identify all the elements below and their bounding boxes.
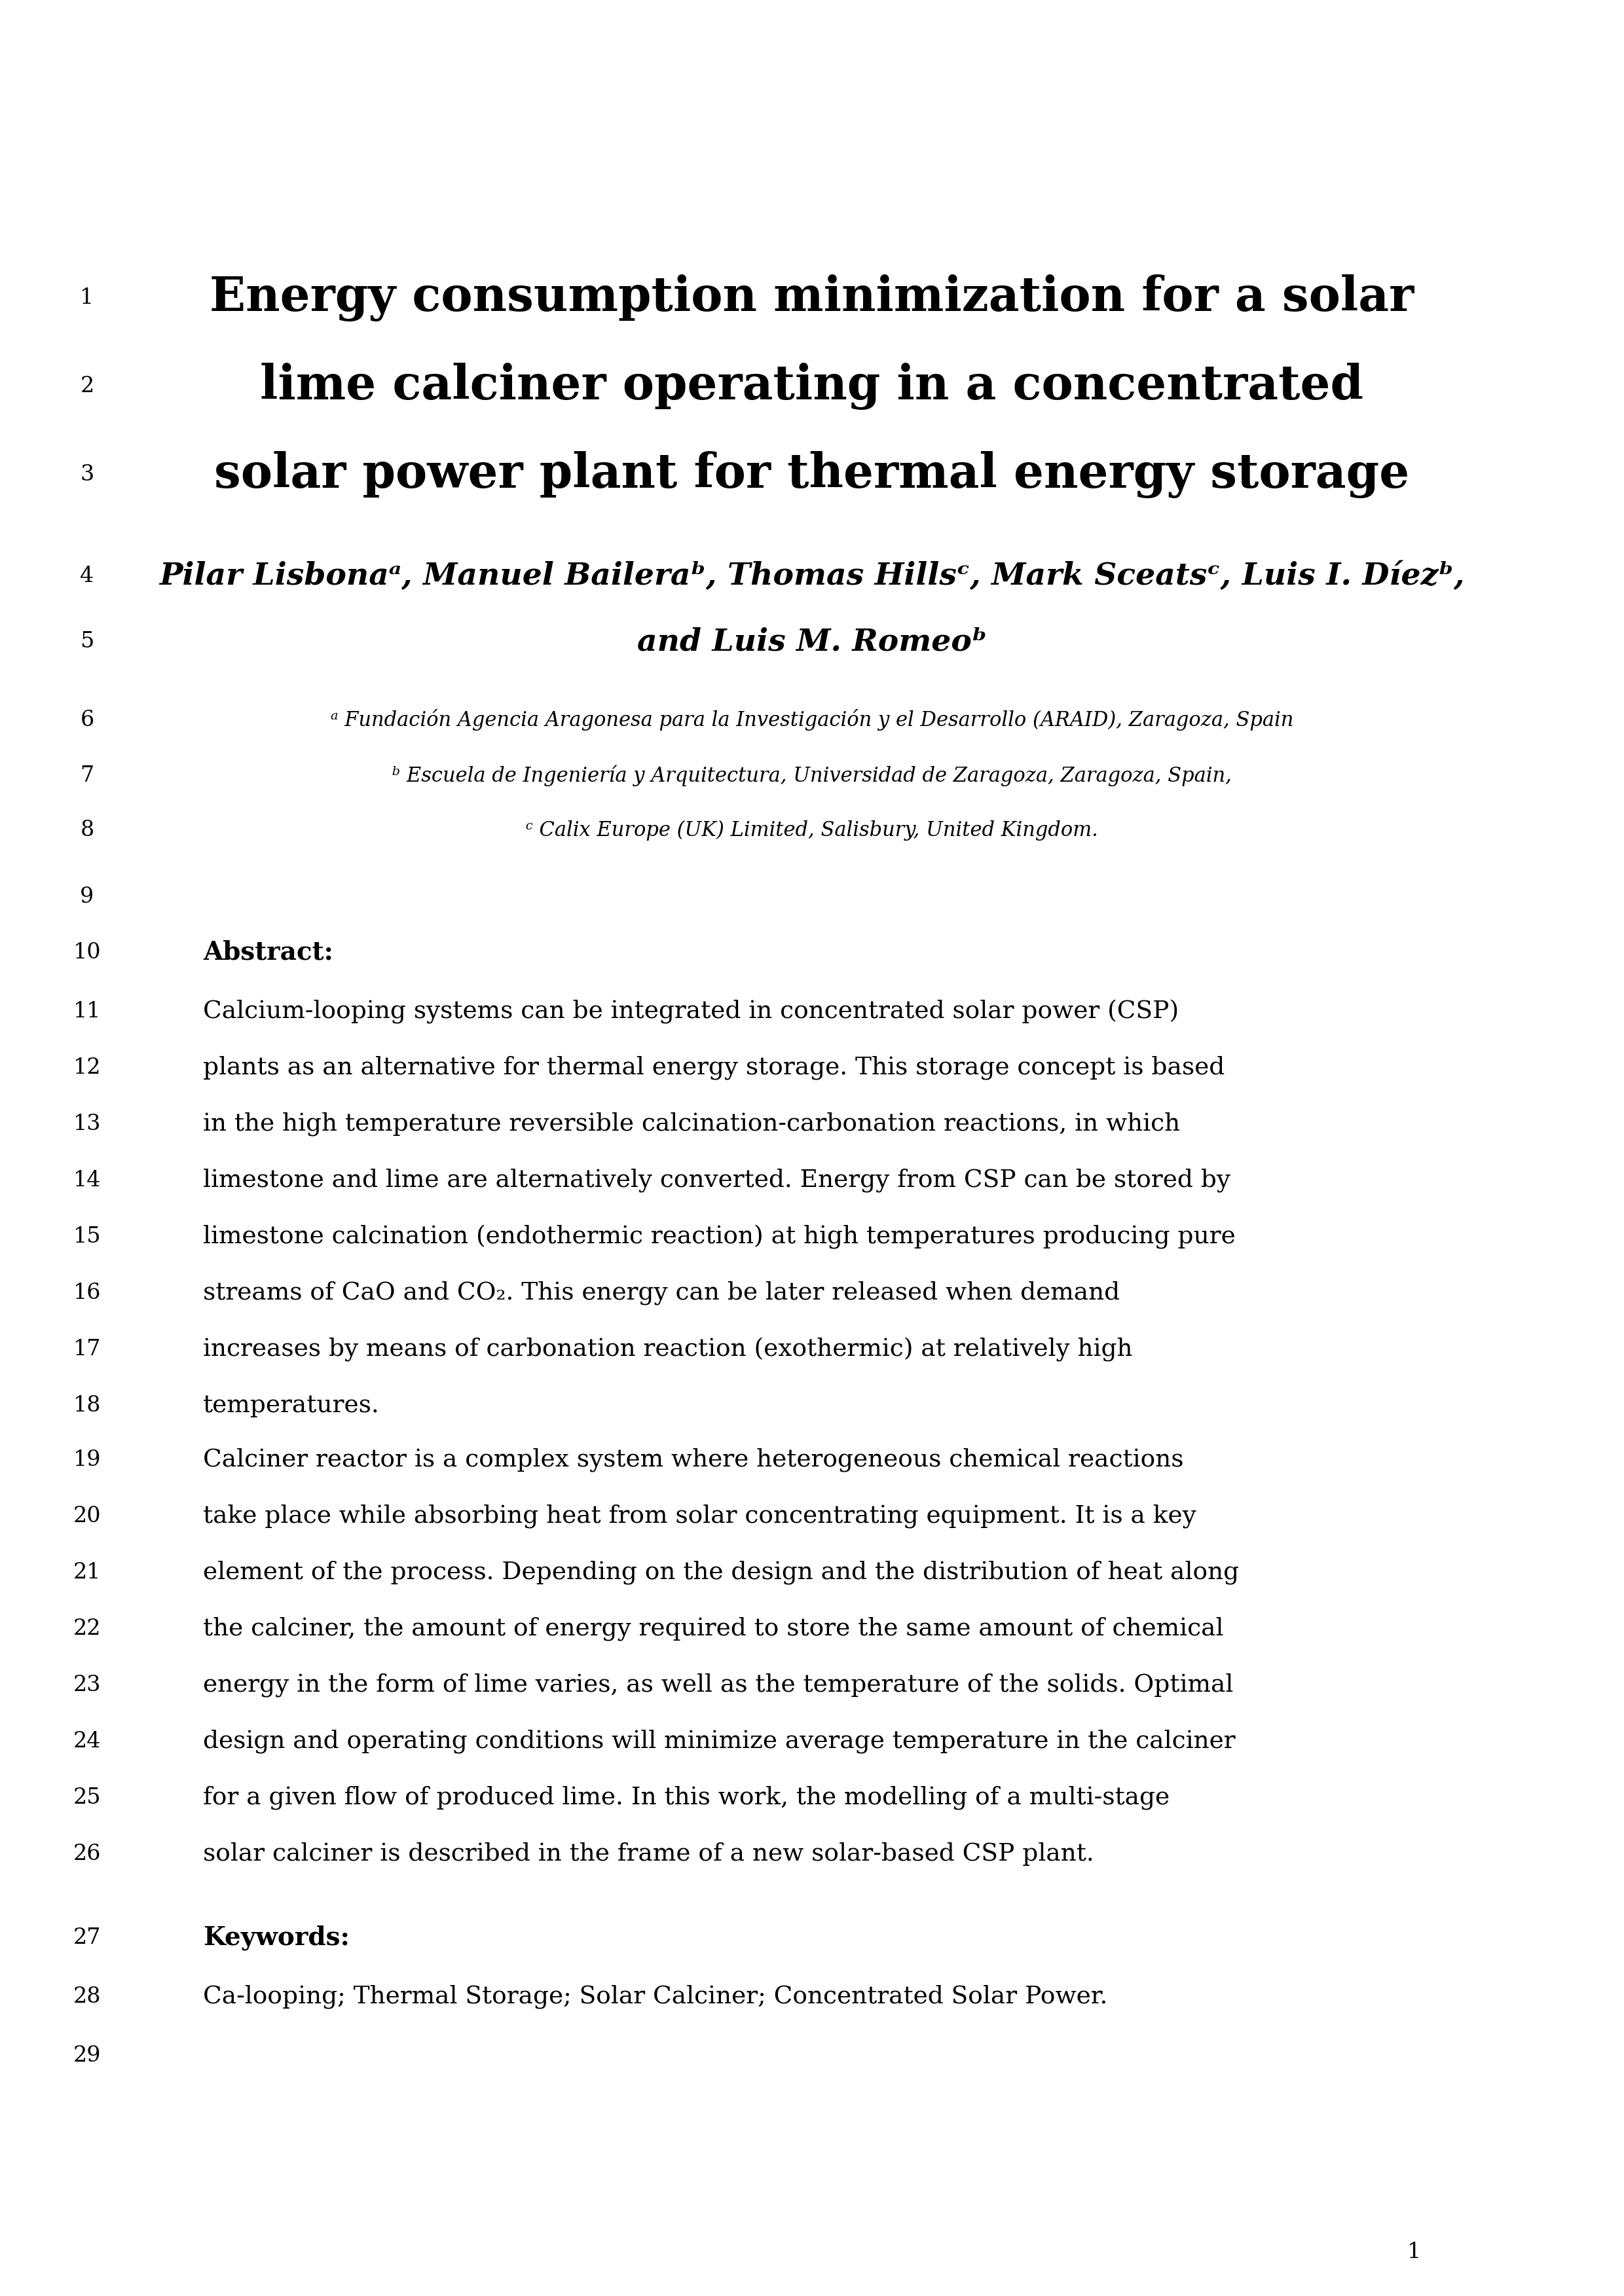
Text: increases by means of carbonation reaction (exothermic) at relatively high: increases by means of carbonation reacti… xyxy=(203,1336,1132,1362)
Text: 18: 18 xyxy=(73,1396,101,1417)
Text: 7: 7 xyxy=(80,765,94,785)
Text: 9: 9 xyxy=(80,886,94,907)
Text: 29: 29 xyxy=(73,2046,101,2066)
Text: 17: 17 xyxy=(73,1339,101,1359)
Text: 1: 1 xyxy=(80,287,94,308)
Text: Abstract:: Abstract: xyxy=(203,939,333,964)
Text: element of the process. Depending on the design and the distribution of heat alo: element of the process. Depending on the… xyxy=(203,1561,1239,1584)
Text: the calciner, the amount of energy required to store the same amount of chemical: the calciner, the amount of energy requi… xyxy=(203,1616,1223,1642)
Text: 13: 13 xyxy=(73,1114,101,1134)
Text: 28: 28 xyxy=(73,1986,101,2007)
Text: ᵃ Fundación Agencia Aragonesa para la Investigación y el Desarrollo (ARAID), Zar: ᵃ Fundación Agencia Aragonesa para la In… xyxy=(331,709,1293,730)
Text: limestone and lime are alternatively converted. Energy from CSP can be stored by: limestone and lime are alternatively con… xyxy=(203,1169,1231,1192)
Text: 15: 15 xyxy=(73,1226,101,1247)
Text: 4: 4 xyxy=(80,565,94,585)
Text: streams of CaO and CO₂. This energy can be later released when demand: streams of CaO and CO₂. This energy can … xyxy=(203,1281,1121,1304)
Text: 3: 3 xyxy=(80,464,94,484)
Text: 2: 2 xyxy=(80,377,94,397)
Text: 1: 1 xyxy=(1406,2241,1421,2262)
Text: 10: 10 xyxy=(73,941,101,962)
Text: 21: 21 xyxy=(73,1561,101,1582)
Text: ᶜ Calix Europe (UK) Limited, Salisbury, United Kingdom.: ᶜ Calix Europe (UK) Limited, Salisbury, … xyxy=(526,820,1098,840)
Text: 25: 25 xyxy=(73,1786,101,1809)
Text: solar calciner is described in the frame of a new solar-based CSP plant.: solar calciner is described in the frame… xyxy=(203,1841,1095,1867)
Text: ᵇ Escuela de Ingeniería y Arquitectura, Universidad de Zaragoza, Zaragoza, Spain: ᵇ Escuela de Ingeniería y Arquitectura, … xyxy=(393,765,1231,788)
Text: 23: 23 xyxy=(73,1674,101,1697)
Text: energy in the form of lime varies, as well as the temperature of the solids. Opt: energy in the form of lime varies, as we… xyxy=(203,1674,1233,1697)
Text: 22: 22 xyxy=(73,1619,101,1639)
Text: Calciner reactor is a complex system where heterogeneous chemical reactions: Calciner reactor is a complex system whe… xyxy=(203,1449,1184,1472)
Text: and Luis M. Romeoᵇ: and Luis M. Romeoᵇ xyxy=(637,627,987,657)
Text: for a given flow of produced lime. In this work, the modelling of a multi-stage: for a given flow of produced lime. In th… xyxy=(203,1786,1169,1809)
Text: Ca-looping; Thermal Storage; Solar Calciner; Concentrated Solar Power.: Ca-looping; Thermal Storage; Solar Calci… xyxy=(203,1984,1108,2009)
Text: Keywords:: Keywords: xyxy=(203,1926,349,1952)
Text: 5: 5 xyxy=(80,631,94,652)
Text: take place while absorbing heat from solar concentrating equipment. It is a key: take place while absorbing heat from sol… xyxy=(203,1504,1197,1529)
Text: 12: 12 xyxy=(73,1058,101,1079)
Text: in the high temperature reversible calcination-carbonation reactions, in which: in the high temperature reversible calci… xyxy=(203,1111,1181,1137)
Text: Pilar Lisbonaᵃ, Manuel Baileraᵇ, Thomas Hillsᶜ, Mark Sceatsᶜ, Luis I. Díezᵇ,: Pilar Lisbonaᵃ, Manuel Baileraᵇ, Thomas … xyxy=(159,560,1465,590)
Text: temperatures.: temperatures. xyxy=(203,1394,380,1417)
Text: 16: 16 xyxy=(73,1283,101,1304)
Text: Energy consumption minimization for a solar: Energy consumption minimization for a so… xyxy=(209,273,1415,321)
Text: Calcium-looping systems can be integrated in concentrated solar power (CSP): Calcium-looping systems can be integrate… xyxy=(203,999,1179,1024)
Text: limestone calcination (endothermic reaction) at high temperatures producing pure: limestone calcination (endothermic react… xyxy=(203,1224,1236,1249)
Text: design and operating conditions will minimize average temperature in the calcine: design and operating conditions will min… xyxy=(203,1729,1236,1754)
Text: 19: 19 xyxy=(73,1449,101,1469)
Text: 26: 26 xyxy=(73,1844,101,1864)
Text: 6: 6 xyxy=(80,709,94,730)
Text: 14: 14 xyxy=(73,1171,101,1192)
Text: 24: 24 xyxy=(73,1731,101,1752)
Text: lime calciner operating in a concentrated: lime calciner operating in a concentrate… xyxy=(260,363,1364,411)
Text: 27: 27 xyxy=(73,1926,101,1949)
Text: 11: 11 xyxy=(73,1001,101,1022)
Text: 20: 20 xyxy=(73,1506,101,1527)
Text: 8: 8 xyxy=(80,820,94,840)
Text: plants as an alternative for thermal energy storage. This storage concept is bas: plants as an alternative for thermal ene… xyxy=(203,1056,1224,1079)
Text: solar power plant for thermal energy storage: solar power plant for thermal energy sto… xyxy=(214,450,1410,498)
